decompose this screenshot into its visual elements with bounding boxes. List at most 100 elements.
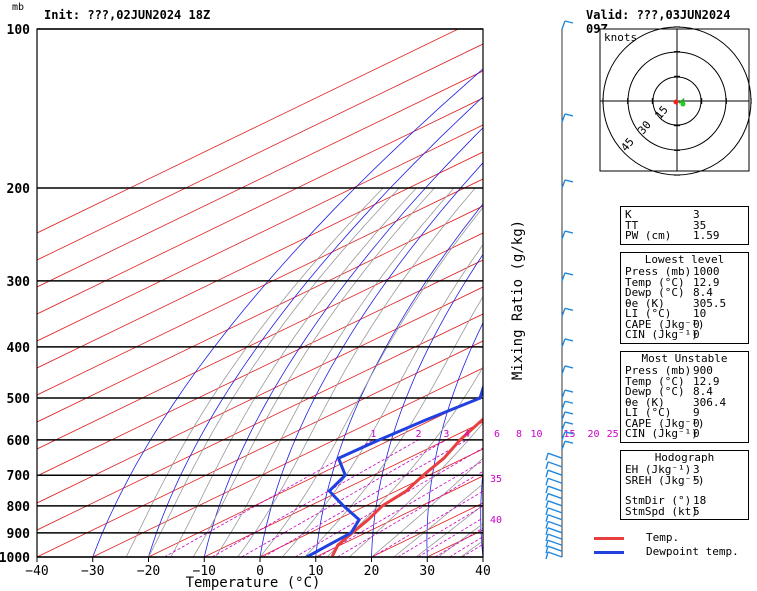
hodograph-title: knots [604, 31, 637, 44]
x-tick-label: 40 [475, 564, 491, 579]
stat-row: Press (mb) 1000 [621, 265, 748, 278]
dry-adiabat-line [371, 253, 483, 557]
wind-barb [545, 461, 563, 470]
mixing-ratio-line [263, 439, 468, 557]
dry-adiabat-line [148, 96, 483, 557]
isotherm-line [37, 205, 483, 423]
pressure-tick-label: 900 [7, 527, 31, 542]
stat-label: PW (cm) [625, 229, 672, 242]
stat-label: K [625, 208, 632, 221]
wind-barb [561, 113, 574, 123]
stat-row: CIN (Jkg⁻¹) 0 [621, 427, 748, 440]
wind-barb [545, 533, 563, 542]
dry-adiabat-line [92, 68, 483, 557]
x-tick-label: 30 [419, 564, 435, 579]
stat-value: 12.9 [693, 275, 720, 289]
mixing-ratio-label: 2 [415, 429, 421, 440]
wind-barb [561, 338, 574, 348]
stat-label: CAPE (Jkg⁻¹) [625, 317, 705, 331]
stat-value: 306.4 [693, 395, 727, 409]
mixing-ratio-label: 6 [494, 429, 500, 440]
wind-barb [545, 539, 563, 548]
stat-row: LI (°C) 9 [621, 407, 748, 419]
stat-row: StmDir (°) 18 [621, 494, 748, 507]
stat-row: TT 35 [621, 218, 748, 232]
stat-value: 0 [693, 427, 700, 440]
stat-label: Press (mb) [625, 265, 692, 278]
wind-barb [545, 492, 563, 501]
stat-label: Press (mb) [625, 364, 692, 377]
stat-value: 1.59 [693, 229, 720, 242]
isotherm-line [37, 70, 483, 288]
wind-barb [545, 520, 563, 529]
wind-barb [561, 272, 574, 282]
wind-barb [561, 400, 574, 410]
wind-barb [561, 179, 574, 189]
stat-label: Temp (°C) [625, 275, 685, 289]
stat-value: 0 [693, 416, 700, 430]
stat-label: CIN (Jkg⁻¹) [625, 427, 698, 440]
wind-barb [561, 230, 574, 240]
lowest-level-box: Lowest level Press (mb) 1000 Temp (°C) 12.9 D… [620, 252, 749, 344]
stat-row: Dewp (°C) 8.4 [621, 286, 748, 299]
stat-value: 5 [693, 504, 700, 518]
stat-value: 18 [693, 494, 707, 507]
isotherm-line [204, 421, 483, 557]
section-title: Hodograph [654, 451, 715, 464]
legend-temp-swatch [594, 536, 624, 540]
stat-row: EH (Jkg⁻¹) 3 [621, 463, 748, 476]
mixing-ratio-label: 10 [531, 429, 543, 440]
wind-barb [561, 421, 574, 431]
x-tick-label: −30 [81, 564, 104, 579]
wind-barb [561, 431, 574, 441]
moist-adiabat-line [125, 187, 384, 557]
indices-box: K 3 TT 35 PW (cm) 1.59 [620, 206, 749, 245]
legend-dewpoint-label: Dewpoint temp. [646, 545, 739, 558]
isotherm-line [92, 367, 483, 557]
mixing-ratio-label: 8 [516, 429, 522, 440]
legend-temp-label: Temp. [646, 531, 680, 544]
stat-value: 0 [693, 328, 700, 341]
x-tick-label: −10 [193, 564, 216, 579]
pressure-tick-label: 100 [7, 23, 31, 38]
moist-adiabat-line [237, 187, 476, 557]
mixing-ratio-line [211, 439, 419, 557]
most-unstable-box: Most Unstable Press (mb) 900 Temp (°C) 12.9 D… [620, 351, 749, 443]
stat-row: θe (K) 306.4 [621, 395, 748, 409]
hodograph-storm-marker [680, 101, 686, 107]
stat-row: CIN (Jkg⁻¹) 0 [621, 328, 748, 341]
wind-barb [561, 365, 574, 375]
mixing-ratio-line [371, 490, 483, 557]
stat-row: StmSpd (kt) 5 [621, 504, 748, 518]
stat-value: 305.5 [693, 296, 727, 310]
plot-frame [36, 28, 484, 558]
stat-row: CAPE (Jkg⁻¹) 0 [621, 317, 748, 331]
mixing-ratio-label: 35 [490, 474, 502, 485]
init-time-label: Init: ???,02JUN2024 18Z [44, 8, 211, 22]
stat-row: Temp (°C) 12.9 [621, 275, 748, 289]
isotherm-line [37, 313, 483, 531]
stat-row: PW (cm) 1.59 [621, 229, 748, 242]
dry-adiabat-line [203, 127, 483, 557]
stat-value: 3 [693, 463, 700, 476]
stat-label: TT [625, 218, 639, 232]
stat-row: θe (K) 305.5 [621, 296, 748, 310]
stat-label: Dewp (°C) [625, 286, 685, 299]
pressure-tick-label: 600 [7, 434, 31, 449]
x-tick-label: −40 [25, 564, 48, 579]
stat-label: θe (K) [625, 395, 665, 409]
mixing-ratio-label: 1 [370, 429, 376, 440]
mixing-ratio-line [449, 536, 483, 557]
temperature-profile-line [330, 417, 483, 557]
mixing-ratio-label: 20 [588, 429, 600, 440]
stat-label: Dewp (°C) [625, 385, 685, 398]
stat-label: StmSpd (kt) [625, 504, 698, 518]
dewpoint-profile-line [306, 383, 483, 557]
mixing-ratio-line [417, 517, 483, 557]
stat-value: 10 [693, 307, 707, 320]
wind-barb [561, 307, 574, 317]
mixing-ratio-line [318, 460, 483, 557]
stat-row: Press (mb) 900 [621, 364, 748, 377]
